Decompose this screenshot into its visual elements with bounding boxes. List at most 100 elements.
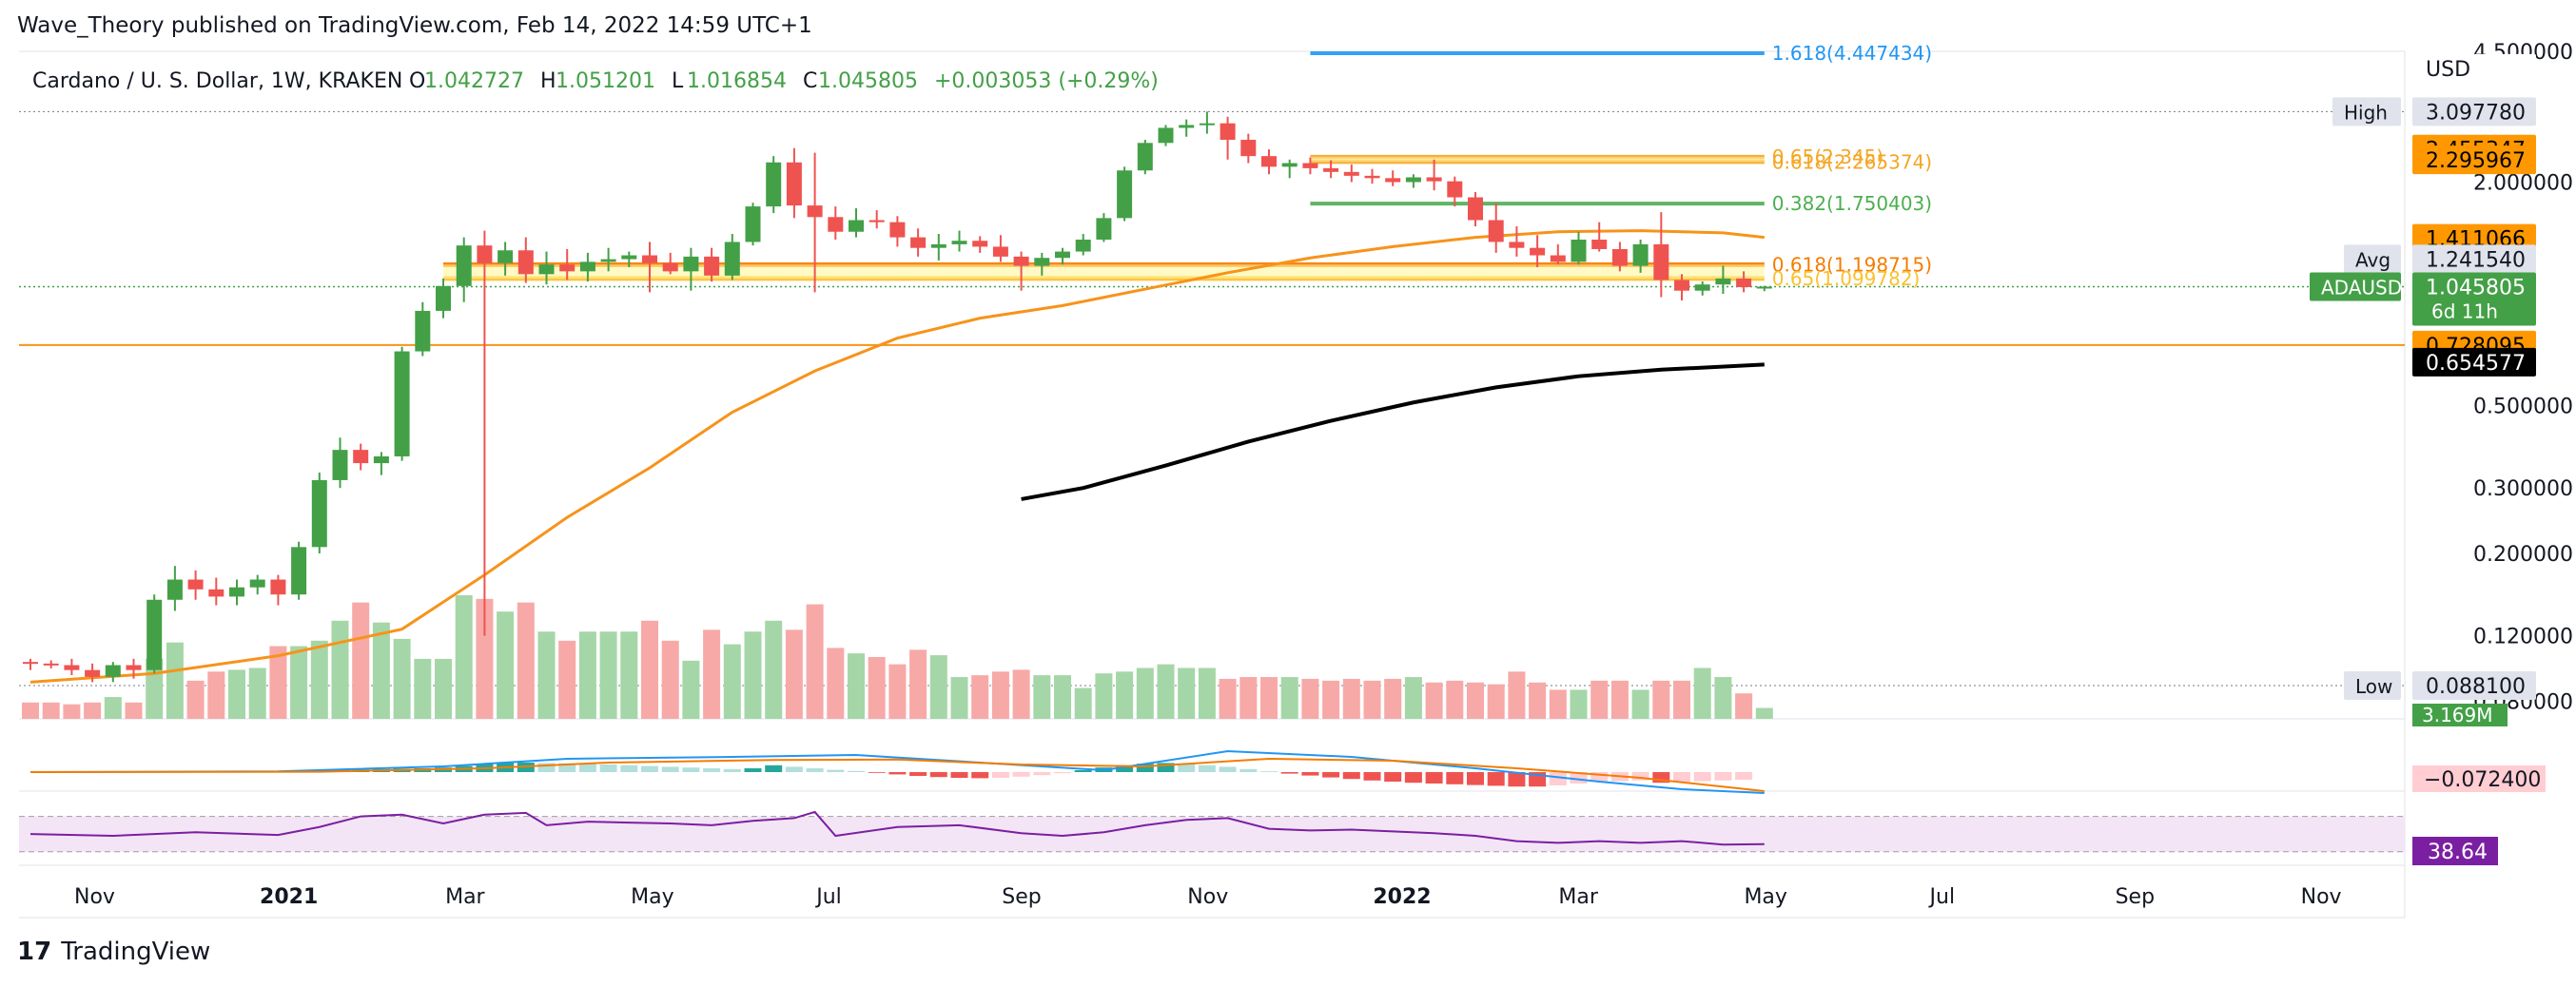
legend-symbol[interactable]: Cardano / U. S. Dollar, 1W, KRAKEN xyxy=(32,69,402,93)
macd-hist-bar xyxy=(785,766,803,772)
macd-hist-bar xyxy=(1198,764,1216,772)
candle-body xyxy=(724,242,740,276)
volume-bar xyxy=(1301,678,1319,719)
volume-bar xyxy=(1363,680,1381,719)
candle-body xyxy=(766,162,782,207)
fib-label-5: 0.65(1.099782) xyxy=(1772,267,1921,290)
price-badge-sub: 6d 11h xyxy=(2431,300,2498,322)
candle-body xyxy=(353,450,369,464)
volume-bar xyxy=(186,680,205,719)
volume-bar xyxy=(1446,680,1464,719)
macd-hist-bar xyxy=(848,770,865,772)
candle-body xyxy=(889,222,906,238)
ohlc-value: 1.016854 xyxy=(687,69,787,93)
macd-hist-bar xyxy=(1322,772,1340,778)
fib-label-3: 0.382(1.750403) xyxy=(1772,192,1932,215)
volume-bar xyxy=(682,660,700,719)
candle-body xyxy=(910,237,927,248)
volume-bar xyxy=(1054,675,1071,719)
ema-line xyxy=(29,229,1765,684)
price-tag-text: High xyxy=(2344,101,2388,124)
volume-bar xyxy=(166,642,184,719)
candle-body xyxy=(311,479,327,548)
candle-body xyxy=(662,262,678,272)
candle-body xyxy=(972,241,988,247)
volume-bar xyxy=(1673,680,1690,719)
candle-body xyxy=(786,162,802,206)
price-badge-text: USD xyxy=(2426,58,2470,82)
price-axis[interactable]: 4.5000002.0000000.5000000.3000000.200000… xyxy=(2310,41,2573,865)
price-tag-bg xyxy=(2344,671,2401,701)
volume-bar xyxy=(1136,668,1154,719)
macd-hist-bar xyxy=(1239,768,1258,772)
ma200-line xyxy=(1021,362,1765,501)
candle-body xyxy=(1736,278,1752,287)
volume-bar xyxy=(1074,687,1092,719)
macd-badge-text: −0.072400 xyxy=(2424,768,2541,792)
volume-bar xyxy=(1693,668,1711,719)
candle-body xyxy=(85,669,101,677)
candle-body xyxy=(1488,220,1504,242)
volume-bar xyxy=(1631,689,1649,719)
ema-polyline xyxy=(29,229,1765,684)
time-tick-label: 2021 xyxy=(260,885,318,909)
candle-body xyxy=(745,206,761,242)
macd-badge-bg xyxy=(2412,765,2546,792)
volume-bar xyxy=(290,646,308,719)
candle-body xyxy=(951,241,967,244)
candle-body xyxy=(1756,286,1772,289)
volume-bar xyxy=(1012,669,1030,719)
volume-bar xyxy=(661,640,679,719)
price-badge-text: 2.295967 xyxy=(2426,149,2526,173)
rsi-band xyxy=(19,816,2405,852)
macd-hist-bar xyxy=(1549,772,1567,785)
candle-body xyxy=(64,665,80,670)
fibonacci-levels: 1.618(4.447434) 0.618(2.265374)0.65(2.345… xyxy=(443,42,1932,290)
time-tick-label: Mar xyxy=(445,885,485,909)
ohlc-value: 1.051201 xyxy=(556,69,655,93)
volume-bar xyxy=(125,702,143,719)
volume-bar xyxy=(42,702,60,719)
candle-body xyxy=(436,285,451,311)
candle-body xyxy=(498,250,514,263)
volume-bar xyxy=(393,638,411,719)
macd-hist-bar xyxy=(1054,772,1071,774)
time-tick-label: 2022 xyxy=(1373,885,1431,909)
ohlc-key: H xyxy=(540,69,556,93)
volume-bar xyxy=(1322,680,1340,719)
volume-bar xyxy=(703,629,721,719)
fib-label-2: 0.65(2.345) xyxy=(1772,145,1883,168)
candle-body xyxy=(1530,247,1546,256)
macd-hist-bar xyxy=(723,768,741,772)
volume-bar xyxy=(827,648,845,719)
macd-hist-bar xyxy=(929,772,947,778)
price-badge-text: 1.045805 xyxy=(2426,276,2526,300)
candle-body xyxy=(579,261,595,272)
candle-body xyxy=(849,220,864,232)
candles xyxy=(23,111,1772,683)
candle-body xyxy=(187,579,204,590)
macd-hist-bar xyxy=(1735,772,1753,780)
volume-bar xyxy=(517,602,535,719)
volume-bar xyxy=(971,675,989,719)
tradingview-footer[interactable]: 17 TradingView xyxy=(17,938,210,966)
candle-body xyxy=(992,246,1008,257)
volume-bar xyxy=(1487,684,1505,719)
volume-bar xyxy=(1239,677,1258,719)
volume-bar xyxy=(1549,689,1567,719)
volume-bar xyxy=(22,702,39,719)
candle-body xyxy=(43,663,59,666)
time-axis[interactable]: Nov 2021 Mar May Jul Sep Nov 2022 Mar May Jul Sep No… xyxy=(74,885,2342,909)
candle-body xyxy=(1343,171,1359,176)
volume-badge-text: 3.169M xyxy=(2422,704,2493,726)
macd-hist-bar xyxy=(1012,772,1030,777)
candle-body xyxy=(1220,123,1236,141)
candle-body xyxy=(1653,243,1669,281)
macd-hist-bar xyxy=(599,764,617,772)
price-badge-bg xyxy=(2412,671,2536,701)
price-badge-bg xyxy=(2412,272,2536,326)
volume-bar xyxy=(1508,671,1526,719)
rsi-badge-text: 38.64 xyxy=(2428,841,2488,864)
candle-body xyxy=(807,205,823,218)
volume-bar xyxy=(414,658,432,719)
